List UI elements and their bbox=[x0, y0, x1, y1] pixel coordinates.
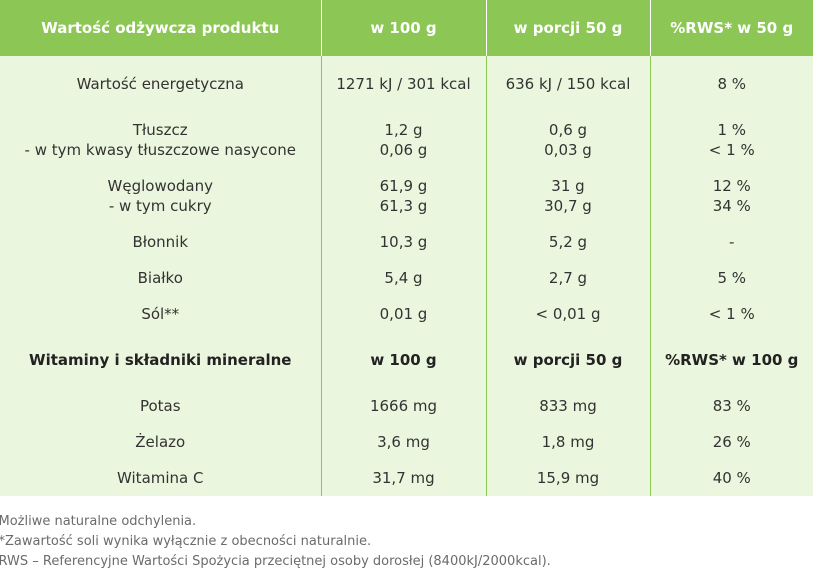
nutrient-label: Wartość energetyczna bbox=[76, 75, 244, 93]
nutrient-sublabel: - w tym kwasy tłuszczowe nasycone bbox=[24, 141, 296, 159]
header-per-portion: w porcji 50 g bbox=[485, 0, 650, 56]
subheader-per-100g: w 100 g bbox=[320, 332, 486, 388]
value-per-portion: 0,6 g 0,03 g bbox=[485, 112, 650, 168]
table-row: Żelazo 3,6 mg 1,8 mg 26 % bbox=[0, 424, 813, 460]
nutrient-name: Potas bbox=[0, 388, 321, 424]
value-rws: 26 % bbox=[649, 424, 813, 460]
nutrient-name: Wartość energetyczna bbox=[0, 56, 321, 112]
nutrient-name: Białko bbox=[0, 260, 321, 296]
footnote-rws: *RWS – Referencyjne Wartości Spożycia pr… bbox=[0, 554, 551, 569]
value-text: 1271 kJ / 301 kcal bbox=[336, 75, 471, 93]
nutrient-name: Żelazo bbox=[0, 424, 321, 460]
value-text: 636 kJ / 150 kcal bbox=[505, 75, 631, 93]
table-row: Tłuszcz - w tym kwasy tłuszczowe nasycon… bbox=[0, 112, 813, 168]
value-text: 31 g bbox=[551, 177, 585, 195]
value-rws: 5 % bbox=[649, 260, 813, 296]
value-per-portion: 31 g 30,7 g bbox=[485, 168, 650, 224]
nutrient-name: Tłuszcz - w tym kwasy tłuszczowe nasycon… bbox=[0, 112, 321, 168]
value-per-100g: 10,3 g bbox=[320, 224, 486, 260]
value-rws: 83 % bbox=[649, 388, 813, 424]
value-text: 0,03 g bbox=[544, 141, 592, 159]
value-per-portion: 636 kJ / 150 kcal bbox=[485, 56, 650, 112]
nutrient-name: Witamina C bbox=[0, 460, 321, 496]
subheader-rws: %RWS* w 100 g bbox=[649, 332, 813, 388]
value-text: 1,2 g bbox=[384, 121, 423, 139]
value-text: < 1 % bbox=[708, 141, 755, 159]
value-text: 0,6 g bbox=[548, 121, 588, 139]
subheader-nutrient: Witaminy i składniki mineralne bbox=[0, 332, 321, 388]
value-per-portion: < 0,01 g bbox=[485, 296, 650, 332]
value-per-100g: 0,01 g bbox=[320, 296, 486, 332]
value-rws: 1 % < 1 % bbox=[649, 112, 813, 168]
value-text: 30,7 g bbox=[544, 197, 592, 215]
nutrition-table-wrapper: Wartość odżywcza produktu w 100 g w porc… bbox=[0, 0, 813, 496]
value-text: 61,9 g bbox=[379, 177, 428, 195]
value-rws: 40 % bbox=[649, 460, 813, 496]
value-rws: - bbox=[649, 224, 813, 260]
value-per-100g: 31,7 mg bbox=[320, 460, 486, 496]
table-row: Białko 5,4 g 2,7 g 5 % bbox=[0, 260, 813, 296]
value-per-100g: 1,2 g 0,06 g bbox=[320, 112, 486, 168]
value-per-100g: 1666 mg bbox=[320, 388, 486, 424]
table-row: Błonnik 10,3 g 5,2 g - bbox=[0, 224, 813, 260]
nutrition-table: Wartość odżywcza produktu w 100 g w porc… bbox=[0, 0, 813, 496]
nutrient-label: Węglowodany bbox=[107, 177, 213, 195]
footnote-salt: **Zawartość soli wynika wyłącznie z obec… bbox=[0, 534, 372, 549]
value-per-portion: 15,9 mg bbox=[485, 460, 650, 496]
value-text: 0,06 g bbox=[379, 141, 428, 159]
value-text: 12 % bbox=[712, 177, 751, 195]
value-per-100g: 1271 kJ / 301 kcal bbox=[320, 56, 486, 112]
value-rws: 8 % bbox=[649, 56, 813, 112]
value-text: 1 % bbox=[717, 121, 747, 139]
table-row: Wartość energetyczna 1271 kJ / 301 kcal … bbox=[0, 56, 813, 112]
value-text: 61,3 g bbox=[379, 197, 428, 215]
value-per-portion: 2,7 g bbox=[485, 260, 650, 296]
nutrient-sublabel: - w tym cukry bbox=[108, 197, 212, 215]
table-row: Węglowodany - w tym cukry 61,9 g 61,3 g … bbox=[0, 168, 813, 224]
table-row: Potas 1666 mg 833 mg 83 % bbox=[0, 388, 813, 424]
header-rws: %RWS* w 50 g bbox=[649, 0, 813, 56]
header-per-100g: w 100 g bbox=[320, 0, 486, 56]
value-per-portion: 5,2 g bbox=[485, 224, 650, 260]
header-nutrient: Wartość odżywcza produktu bbox=[0, 0, 321, 56]
value-rws: 12 % 34 % bbox=[649, 168, 813, 224]
table-row: Witamina C 31,7 mg 15,9 mg 40 % bbox=[0, 460, 813, 496]
nutrient-name: Sól** bbox=[0, 296, 321, 332]
vitamins-header-row: Witaminy i składniki mineralne w 100 g w… bbox=[0, 332, 813, 388]
nutrient-name: Węglowodany - w tym cukry bbox=[0, 168, 321, 224]
value-per-portion: 1,8 mg bbox=[485, 424, 650, 460]
value-rws: < 1 % bbox=[649, 296, 813, 332]
value-per-100g: 3,6 mg bbox=[320, 424, 486, 460]
footnotes: *Możliwe naturalne odchylenia. **Zawarto… bbox=[0, 512, 551, 572]
nutrient-name: Błonnik bbox=[0, 224, 321, 260]
value-per-100g: 5,4 g bbox=[320, 260, 486, 296]
value-text: 34 % bbox=[712, 197, 751, 215]
value-per-100g: 61,9 g 61,3 g bbox=[320, 168, 486, 224]
footnote-variation: *Możliwe naturalne odchylenia. bbox=[0, 514, 197, 529]
table-header-row: Wartość odżywcza produktu w 100 g w porc… bbox=[0, 0, 813, 56]
value-text: 8 % bbox=[717, 75, 747, 93]
subheader-per-portion: w porcji 50 g bbox=[485, 332, 650, 388]
nutrient-label: Tłuszcz bbox=[132, 121, 188, 139]
value-per-portion: 833 mg bbox=[485, 388, 650, 424]
table-row: Sól** 0,01 g < 0,01 g < 1 % bbox=[0, 296, 813, 332]
